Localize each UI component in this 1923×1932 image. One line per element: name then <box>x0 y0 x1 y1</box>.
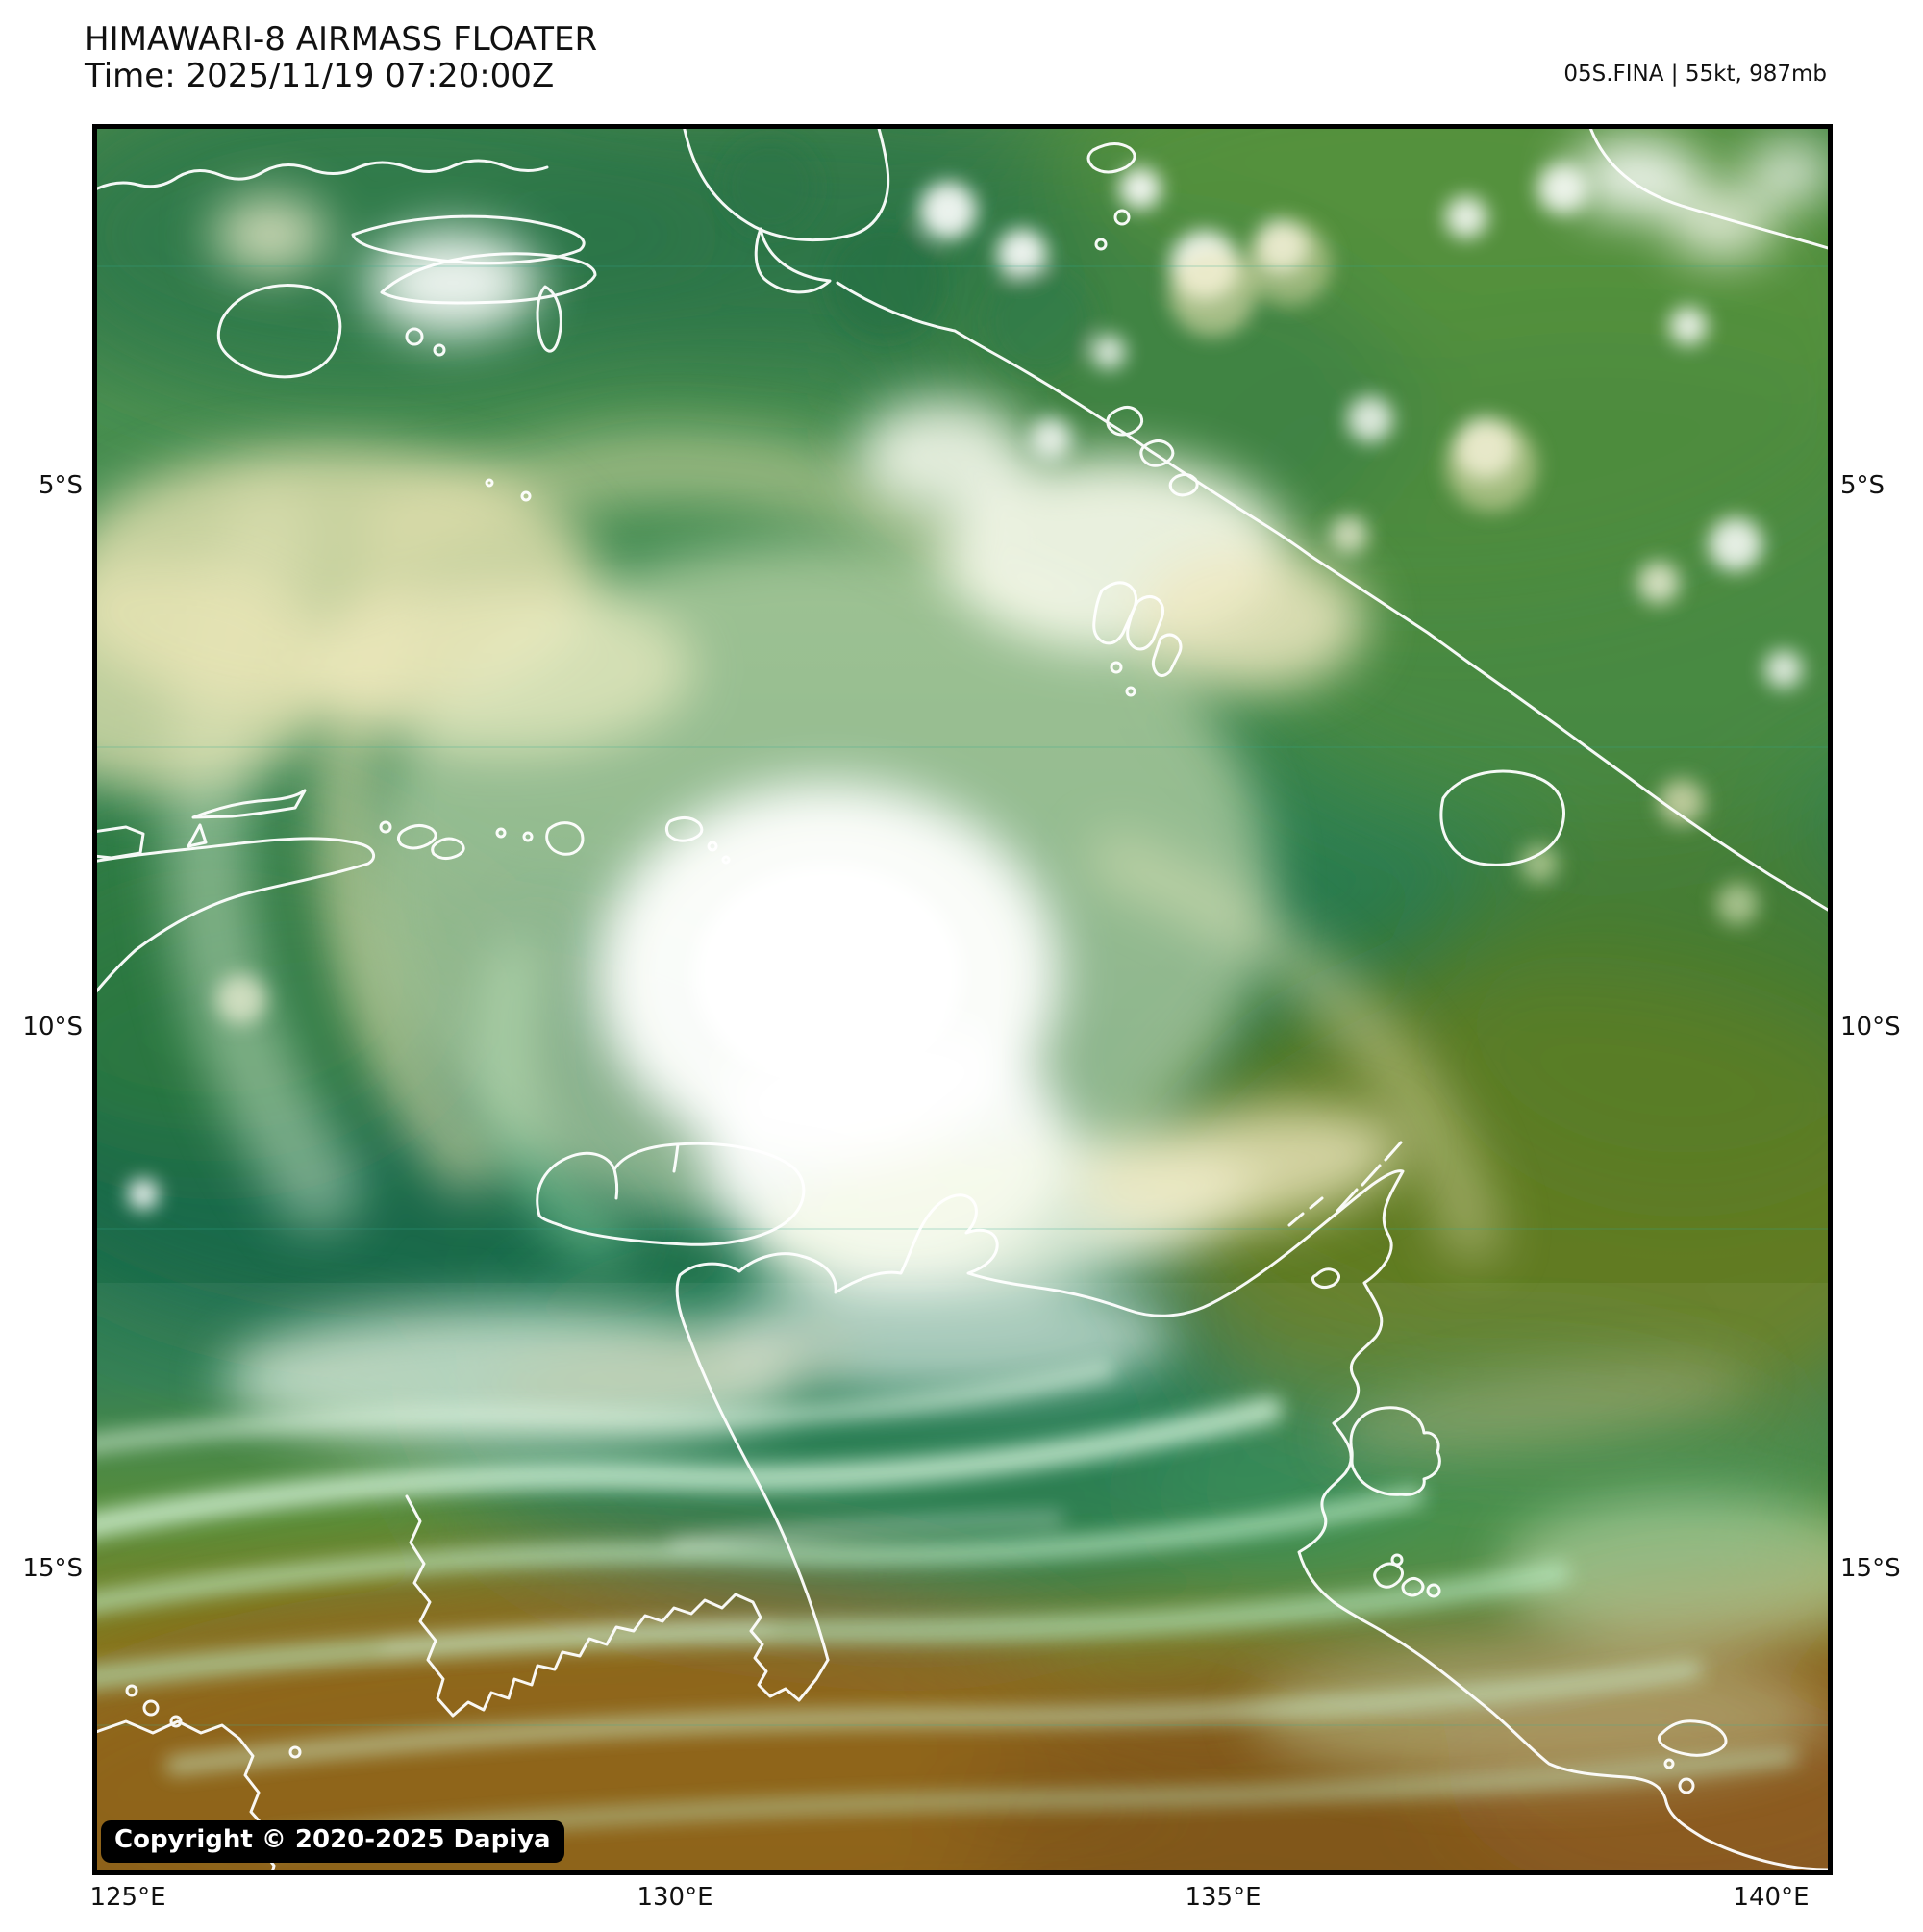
airmass-satellite-image <box>97 129 1828 1870</box>
lat-label-right-15s: 15°S <box>1840 1554 1901 1583</box>
lat-label-left-15s: 15°S <box>22 1554 83 1583</box>
lat-label-left-10s: 10°S <box>22 1013 83 1041</box>
lat-label-right-5s: 5°S <box>1840 471 1886 500</box>
timestamp: Time: 2025/11/19 07:20:00Z <box>85 57 555 95</box>
page-title: HIMAWARI-8 AIRMASS FLOATER <box>85 20 598 59</box>
lon-label-140e: 140°E <box>1733 1883 1810 1912</box>
lat-label-right-10s: 10°S <box>1840 1013 1901 1041</box>
coastlines <box>97 129 1828 1870</box>
lon-label-135e: 135°E <box>1185 1883 1261 1912</box>
lon-label-130e: 130°E <box>637 1883 713 1912</box>
copyright-badge: Copyright © 2020-2025 Dapiya <box>101 1820 564 1863</box>
lat-label-left-5s: 5°S <box>37 471 83 500</box>
storm-info: 05S.FINA | 55kt, 987mb <box>1563 62 1827 87</box>
satellite-map: Copyright © 2020-2025 Dapiya <box>92 124 1833 1875</box>
lon-label-125e: 125°E <box>89 1883 166 1912</box>
